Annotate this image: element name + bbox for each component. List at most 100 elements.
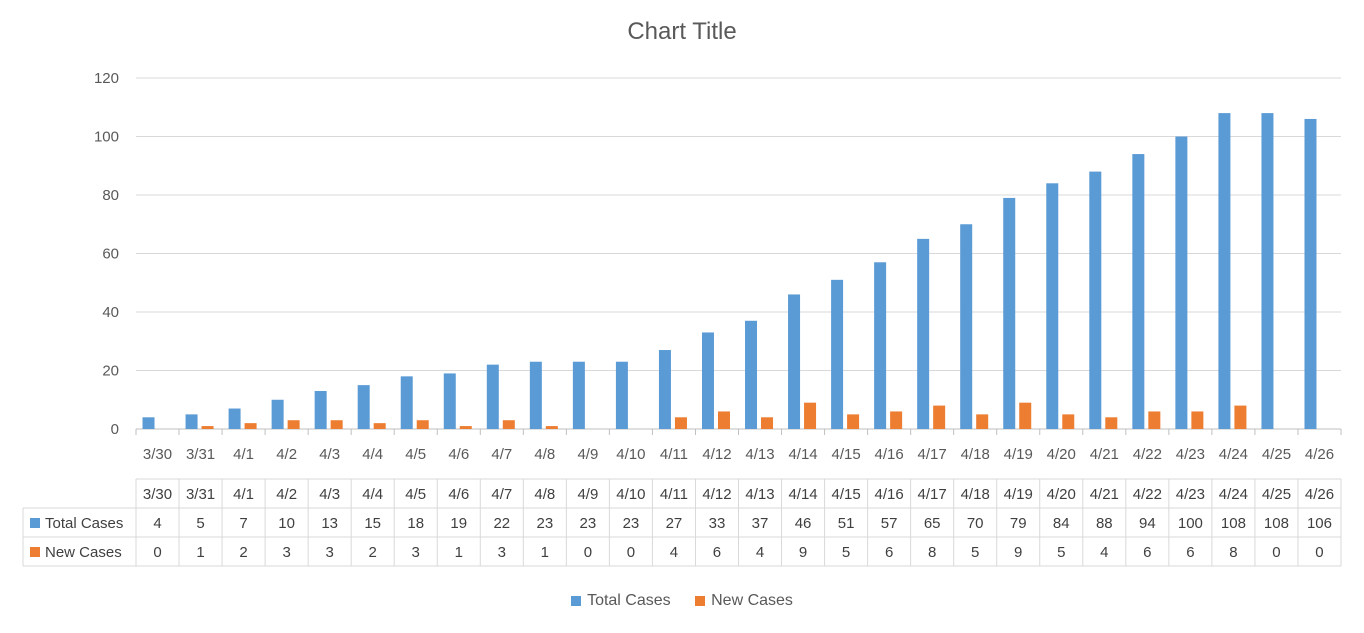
bar-new-cases-4-18 (976, 414, 989, 429)
bar-total-cases-4-22 (1132, 154, 1145, 430)
x-tick-label: 4/21 (1090, 446, 1119, 463)
table-header-cell: 3/31 (186, 486, 215, 503)
table-cell-total-cases: 27 (666, 515, 683, 532)
table-cell-new-cases: 3 (282, 544, 290, 561)
table-cell-total-cases: 23 (623, 515, 640, 532)
table-cell-new-cases: 2 (369, 544, 377, 561)
bar-total-cases-4-5 (400, 376, 413, 429)
bar-total-cases-4-8 (529, 361, 542, 429)
table-legend-key-total-cases (30, 518, 40, 528)
bar-total-cases-4-15 (831, 279, 844, 429)
x-tick-label: 3/31 (186, 446, 215, 463)
y-tick-label: 100 (94, 129, 119, 146)
table-header-cell: 4/22 (1133, 486, 1162, 503)
table-cell-new-cases: 6 (713, 544, 721, 561)
table-legend-key-new-cases (30, 547, 40, 557)
bar-new-cases-4-5 (416, 420, 429, 429)
bar-new-cases-4-12 (717, 411, 730, 429)
bar-new-cases-4-14 (804, 402, 817, 429)
bar-total-cases-4-25 (1261, 113, 1274, 429)
table-cell-new-cases: 8 (928, 544, 936, 561)
bar-new-cases-4-16 (890, 411, 903, 429)
table-cell-total-cases: 33 (709, 515, 726, 532)
x-tick-label: 4/7 (491, 446, 512, 463)
bar-new-cases-4-8 (545, 426, 558, 429)
table-header-cell: 4/13 (745, 486, 774, 503)
bar-total-cases-4-20 (1046, 183, 1059, 429)
table-header-cell: 4/6 (448, 486, 469, 503)
bar-total-cases-4-23 (1175, 136, 1188, 429)
table-cell-new-cases: 8 (1229, 544, 1237, 561)
table-cell-new-cases: 3 (498, 544, 506, 561)
legend-swatch-total-cases (571, 596, 582, 606)
bar-new-cases-4-11 (674, 417, 687, 429)
bar-total-cases-4-13 (745, 320, 758, 429)
bar-total-cases-4-4 (357, 385, 370, 429)
table-cell-new-cases: 6 (1186, 544, 1194, 561)
table-header-cell: 4/9 (577, 486, 598, 503)
table-header-cell: 4/21 (1090, 486, 1119, 503)
x-tick-label: 3/30 (143, 446, 172, 463)
table-header-cell: 4/12 (702, 486, 731, 503)
x-tick-label: 4/15 (831, 446, 860, 463)
bar-total-cases-4-12 (701, 332, 714, 429)
table-cell-total-cases: 106 (1307, 515, 1332, 532)
table-cell-new-cases: 1 (541, 544, 549, 561)
table-cell-total-cases: 22 (493, 515, 510, 532)
bar-total-cases-4-19 (1003, 197, 1016, 429)
x-tick-label: 4/17 (918, 446, 947, 463)
bar-new-cases-4-13 (761, 417, 774, 429)
table-cell-total-cases: 70 (967, 515, 984, 532)
table-header-cell: 4/20 (1047, 486, 1076, 503)
table-header-cell: 4/11 (660, 486, 688, 503)
x-tick-label: 4/3 (319, 446, 340, 463)
x-tick-label: 4/23 (1176, 446, 1205, 463)
table-cell-new-cases: 6 (1143, 544, 1151, 561)
x-tick-label: 4/14 (788, 446, 817, 463)
chart-title: Chart Title (627, 18, 737, 45)
table-cell-total-cases: 57 (881, 515, 898, 532)
table-header-cell: 4/18 (961, 486, 990, 503)
table-cell-new-cases: 0 (1272, 544, 1280, 561)
x-tick-label: 4/19 (1004, 446, 1033, 463)
bar-total-cases-4-21 (1089, 171, 1102, 429)
table-cell-total-cases: 100 (1178, 515, 1203, 532)
table-cell-new-cases: 2 (239, 544, 247, 561)
table-cell-new-cases: 0 (627, 544, 635, 561)
bar-new-cases-4-23 (1191, 411, 1204, 429)
x-tick-label: 4/22 (1133, 446, 1162, 463)
table-header-cell: 4/16 (875, 486, 904, 503)
bar-total-cases-4-1 (228, 408, 241, 429)
table-cell-total-cases: 4 (153, 515, 161, 532)
table-cell-new-cases: 5 (971, 544, 979, 561)
legend-label-new-cases: New Cases (711, 592, 793, 609)
table-cell-total-cases: 7 (239, 515, 247, 532)
table-header-cell: 4/15 (831, 486, 860, 503)
table-header-cell: 4/26 (1305, 486, 1334, 503)
legend-item-total-cases: Total Cases (571, 592, 671, 610)
table-cell-total-cases: 5 (196, 515, 204, 532)
table-header-cell: 4/23 (1176, 486, 1205, 503)
bar-total-cases-4-18 (960, 224, 973, 429)
bar-new-cases-4-2 (287, 420, 300, 429)
table-row-label-total-cases: Total Cases (45, 515, 123, 532)
table-header-cell: 4/8 (534, 486, 555, 503)
x-tick-label: 4/12 (702, 446, 731, 463)
x-tick-label: 4/1 (233, 446, 254, 463)
x-tick-label: 4/24 (1219, 446, 1248, 463)
y-tick-label: 60 (102, 246, 119, 263)
bar-new-cases-4-3 (330, 420, 343, 429)
bar-new-cases-3-31 (201, 426, 214, 429)
bar-new-cases-4-19 (1019, 402, 1032, 429)
x-tick-label: 4/18 (961, 446, 990, 463)
table-cell-new-cases: 6 (885, 544, 893, 561)
table-cell-total-cases: 94 (1139, 515, 1156, 532)
table-header-cell: 4/1 (233, 486, 254, 503)
legend: Total Cases New Cases (0, 592, 1364, 611)
bar-new-cases-4-22 (1148, 411, 1161, 429)
bar-total-cases-4-6 (443, 373, 456, 429)
table-cell-total-cases: 15 (364, 515, 381, 532)
table-cell-new-cases: 9 (1014, 544, 1022, 561)
table-header-cell: 4/17 (918, 486, 947, 503)
table-cell-total-cases: 108 (1221, 515, 1246, 532)
